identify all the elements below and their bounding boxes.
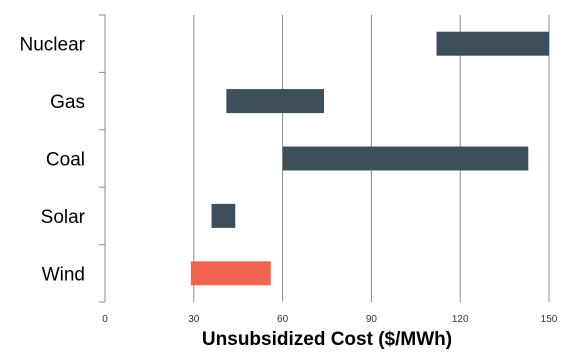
x-tick-label: 30 bbox=[188, 314, 200, 325]
category-labels: Nuclear Gas Coal Solar Wind bbox=[20, 35, 86, 286]
bar-solar bbox=[211, 203, 236, 228]
bar-wind bbox=[190, 261, 271, 286]
bar-gas bbox=[226, 89, 325, 114]
x-tick-label: 90 bbox=[366, 314, 378, 325]
x-tick-label: 150 bbox=[541, 314, 558, 325]
category-label-gas: Gas bbox=[50, 92, 85, 113]
x-axis-title: Unsubsidized Cost ($/MWh) bbox=[202, 329, 452, 350]
x-tick-label: 60 bbox=[277, 314, 289, 325]
bars bbox=[190, 31, 549, 286]
x-tick-labels: 0 30 60 90 120 150 bbox=[102, 314, 558, 325]
axes bbox=[99, 14, 106, 303]
category-label-coal: Coal bbox=[46, 150, 85, 171]
category-label-nuclear: Nuclear bbox=[20, 35, 86, 56]
category-label-wind: Wind bbox=[42, 264, 85, 285]
bar-coal bbox=[282, 146, 529, 171]
x-tick-label: 120 bbox=[452, 314, 469, 325]
category-label-solar: Solar bbox=[41, 207, 86, 228]
bar-nuclear bbox=[436, 31, 549, 56]
x-tick-label: 0 bbox=[102, 314, 108, 325]
